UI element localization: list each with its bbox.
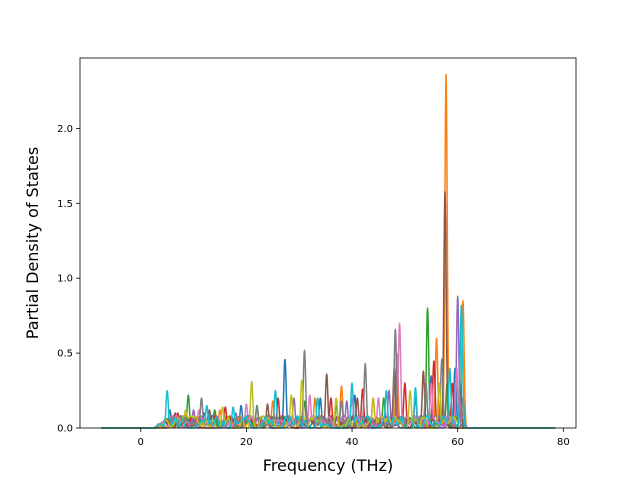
y-tick-label: 1.0: [57, 274, 73, 285]
y-axis: 0.0 0.5 1.0 1.5 2.0: [57, 124, 80, 435]
y-tick-label: 2.0: [57, 124, 73, 135]
y-axis-label: Partial Density of States: [23, 147, 42, 339]
x-axis: 0 20 40 60 80: [138, 428, 570, 448]
x-tick-label: 40: [346, 437, 359, 448]
y-tick-label: 1.5: [57, 199, 73, 210]
x-tick-label: 0: [138, 437, 144, 448]
y-tick-label: 0.0: [57, 424, 73, 435]
y-tick-label: 0.5: [57, 349, 73, 360]
plot-background: [80, 58, 576, 428]
x-tick-label: 60: [451, 437, 464, 448]
x-tick-label: 80: [557, 437, 570, 448]
x-axis-label: Frequency (THz): [263, 456, 393, 475]
plot-frame: [79, 57, 577, 429]
x-tick-label: 20: [240, 437, 253, 448]
